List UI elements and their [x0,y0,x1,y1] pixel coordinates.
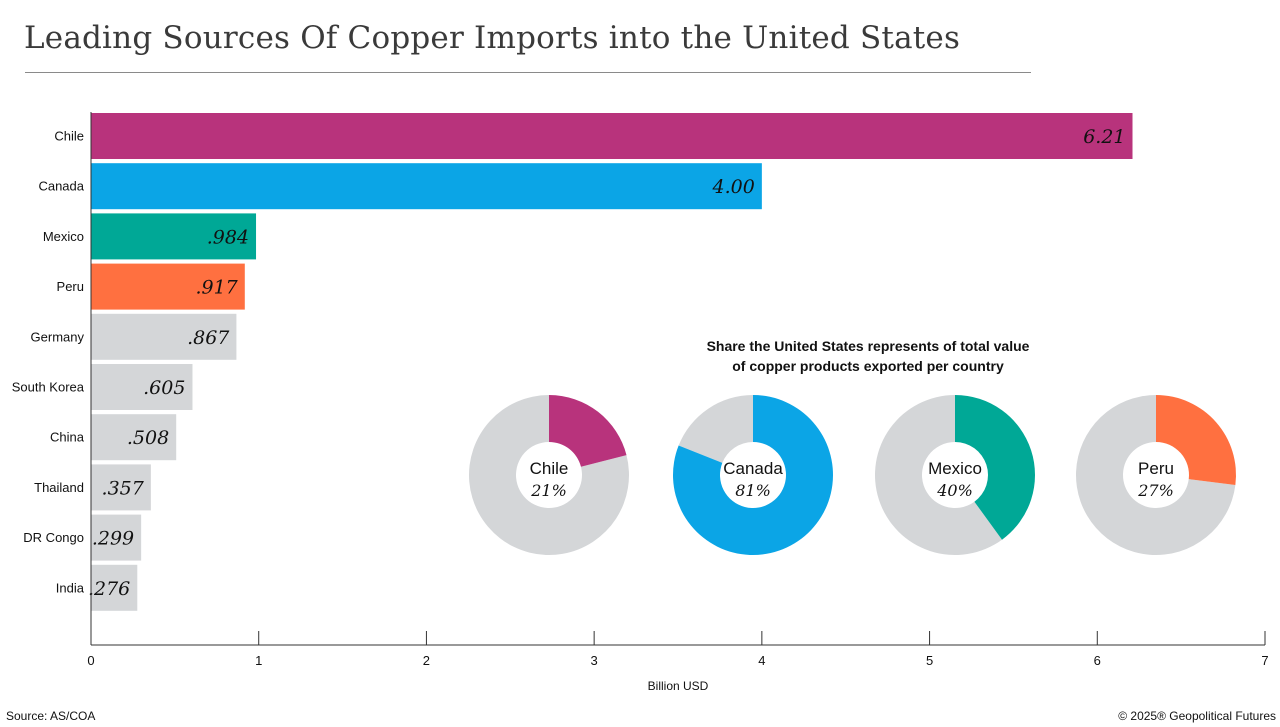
bar-germany [91,313,237,360]
x-axis: 0 1 2 3 4 5 6 7 [87,112,1269,668]
x-tick-label: 3 [591,653,598,668]
x-tick-label: 6 [1094,653,1101,668]
copyright-note: © 2025® Geopolitical Futures [1118,709,1276,723]
bar-chart: Chile 6.21 Canada 4.00 Mexico .984 Peru .917 Ger… [12,113,1133,611]
category-label: Germany [31,329,85,344]
category-label: South Korea [12,380,85,395]
category-label: Mexico [43,229,84,244]
data-label: 6.21 [1083,126,1125,148]
x-axis-label: Billion USD [648,679,709,693]
x-tick-label: 5 [926,653,933,668]
data-label: .299 [92,528,134,550]
x-tick-label: 1 [255,653,262,668]
bar-chile [91,113,1133,159]
category-label: Chile [54,129,84,144]
category-label: Peru [57,279,84,294]
donut-remainder-slice [678,395,753,463]
donut-title-line-2: of copper products exported per country [732,358,1004,374]
x-tick-label: 2 [423,653,430,668]
bar-mexico [91,213,257,260]
bar-peru [91,263,245,310]
data-label: .605 [143,377,185,399]
data-label: .984 [207,226,249,248]
category-label: China [50,430,85,445]
donut-share-label: 27% [1137,481,1174,500]
donut-share-label: 21% [530,481,567,500]
donut-country-label: Canada [723,459,783,478]
donut-title-line-1: Share the United States represents of to… [707,338,1030,354]
donut-remainder-slice [468,395,630,555]
donut-remainder-slice [875,395,1003,555]
donut-country-label: Chile [530,459,569,478]
data-label: .508 [127,427,169,449]
donut-chile: Chile 21% [468,395,630,555]
data-label: .357 [102,477,145,499]
data-label: .276 [88,578,130,600]
bar-dr-congo [91,514,142,561]
source-note: Source: AS/COA [6,709,96,723]
category-label: Canada [38,179,84,194]
donut-canada: Canada 81% [673,395,833,555]
donut-share-slice [673,395,833,555]
title-divider [25,72,1031,73]
donut-charts: Chile 21% Canada 81% Mexico 40% Peru 27% [468,395,1236,555]
bar-canada [91,163,762,210]
category-label: Thailand [34,480,84,495]
bar-thailand [91,464,151,511]
donut-share-slice [549,395,627,467]
chart-title: Leading Sources Of Copper Imports into t… [24,20,961,56]
bar-south-korea [91,364,193,410]
data-label: 4.00 [712,176,755,198]
bar-china [91,414,177,461]
donut-country-label: Mexico [928,459,982,478]
donut-remainder-slice [1076,395,1236,555]
donut-mexico: Mexico 40% [875,395,1035,555]
x-tick-label: 0 [87,653,94,668]
category-label: India [56,580,85,595]
donut-country-label: Peru [1138,459,1174,478]
donut-share-label: 40% [936,481,973,500]
bar-india [91,564,138,611]
donut-share-slice [955,395,1035,540]
data-label: .867 [187,327,230,349]
x-tick-label: 7 [1261,653,1268,668]
donut-peru: Peru 27% [1076,395,1236,555]
x-tick-label: 4 [758,653,765,668]
donut-share-slice [1156,395,1236,486]
donut-share-label: 81% [735,481,771,500]
data-label: .917 [195,277,238,299]
donut-chart-title: Share the United States represents of to… [707,338,1030,374]
category-label: DR Congo [23,530,84,545]
